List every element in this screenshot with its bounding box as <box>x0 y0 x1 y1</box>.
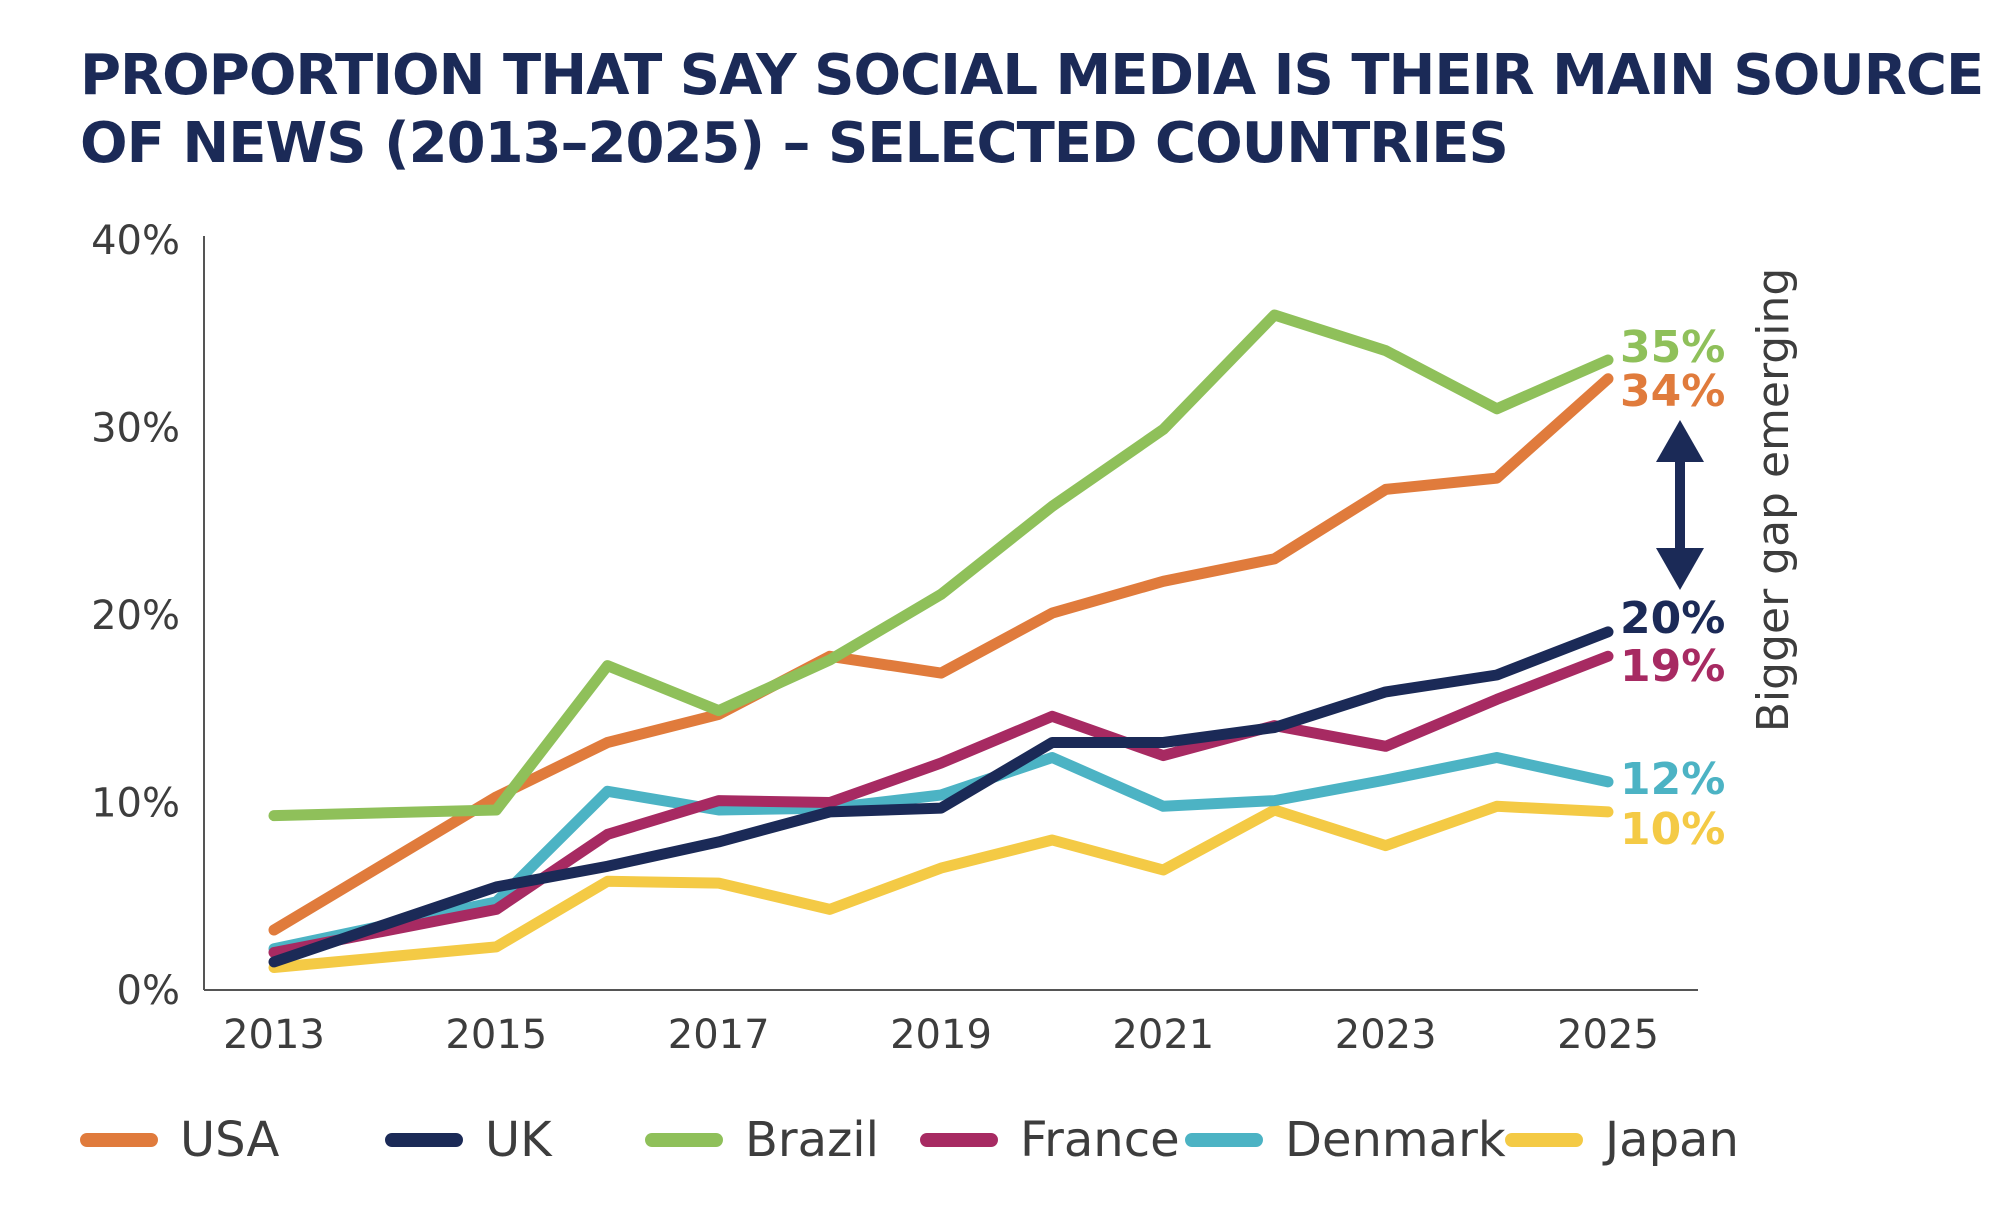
legend-swatch <box>645 1133 723 1147</box>
legend-swatch <box>920 1133 998 1147</box>
axes <box>203 236 1698 991</box>
chart-title-line-2: OF NEWS (2013–2025) – SELECTED COUNTRIES <box>80 111 1509 176</box>
end-label-brazil: 35% <box>1620 322 1725 373</box>
legend-item-uk: UK <box>385 1110 552 1170</box>
x-tick-label: 2013 <box>223 1012 325 1058</box>
gap-arrow-head-down <box>1656 548 1704 590</box>
chart-title: PROPORTION THAT SAY SOCIAL MEDIA IS THEI… <box>80 42 1984 178</box>
y-tick-label: 40% <box>91 218 180 264</box>
legend-swatch <box>385 1133 463 1147</box>
legend-label: USA <box>180 1112 280 1168</box>
series-line-uk <box>268 626 1614 968</box>
legend-item-usa: USA <box>80 1110 279 1170</box>
x-tick-label: 2017 <box>668 1012 770 1058</box>
series-lines <box>268 309 1614 973</box>
y-tick-label: 20% <box>91 593 180 639</box>
tick-labels: 0% 10% 20% 30% 40% 2013 2015 2017 2019 2021 2023 20… <box>91 218 1659 1058</box>
end-label-denmark: 12% <box>1620 754 1725 805</box>
x-tick-label: 2015 <box>445 1012 547 1058</box>
legend-label: France <box>1020 1112 1180 1168</box>
annotation: Bigger gap emerging <box>1656 268 1799 733</box>
annotation-text: Bigger gap emerging <box>1748 268 1799 733</box>
y-tick-label: 0% <box>117 968 180 1014</box>
y-tick-label: 30% <box>91 406 180 452</box>
legend-label: Denmark <box>1285 1112 1506 1168</box>
y-tick-label: 10% <box>91 781 180 827</box>
legend-label: Japan <box>1605 1112 1739 1168</box>
gap-arrow-head-up <box>1656 420 1704 462</box>
series-line-japan <box>268 800 1614 973</box>
x-tick-label: 2023 <box>1335 1012 1437 1058</box>
legend-label: Brazil <box>745 1112 879 1168</box>
legend-swatch <box>80 1133 158 1147</box>
legend-swatch <box>1505 1133 1583 1147</box>
series-line-usa <box>268 373 1614 936</box>
legend-label: UK <box>485 1112 552 1168</box>
series-line-france <box>268 650 1614 958</box>
end-label-japan: 10% <box>1620 804 1725 855</box>
chart-title-line-1: PROPORTION THAT SAY SOCIAL MEDIA IS THEI… <box>80 43 1984 108</box>
legend-swatch <box>1185 1133 1263 1147</box>
legend-item-japan: Japan <box>1505 1110 1739 1170</box>
end-label-usa: 34% <box>1620 366 1725 417</box>
end-label-france: 19% <box>1620 641 1725 692</box>
end-labels: 34% 20% 35% 19% 12%10% <box>1620 322 1725 855</box>
series-line-brazil <box>268 309 1614 822</box>
end-label-uk: 20% <box>1620 593 1725 644</box>
x-tick-label: 2025 <box>1557 1012 1659 1058</box>
legend-item-brazil: Brazil <box>645 1110 879 1170</box>
x-tick-label: 2021 <box>1112 1012 1214 1058</box>
legend-item-france: France <box>920 1110 1180 1170</box>
x-tick-label: 2019 <box>890 1012 992 1058</box>
series-line-denmark <box>268 752 1614 955</box>
legend-item-denmark: Denmark <box>1185 1110 1506 1170</box>
